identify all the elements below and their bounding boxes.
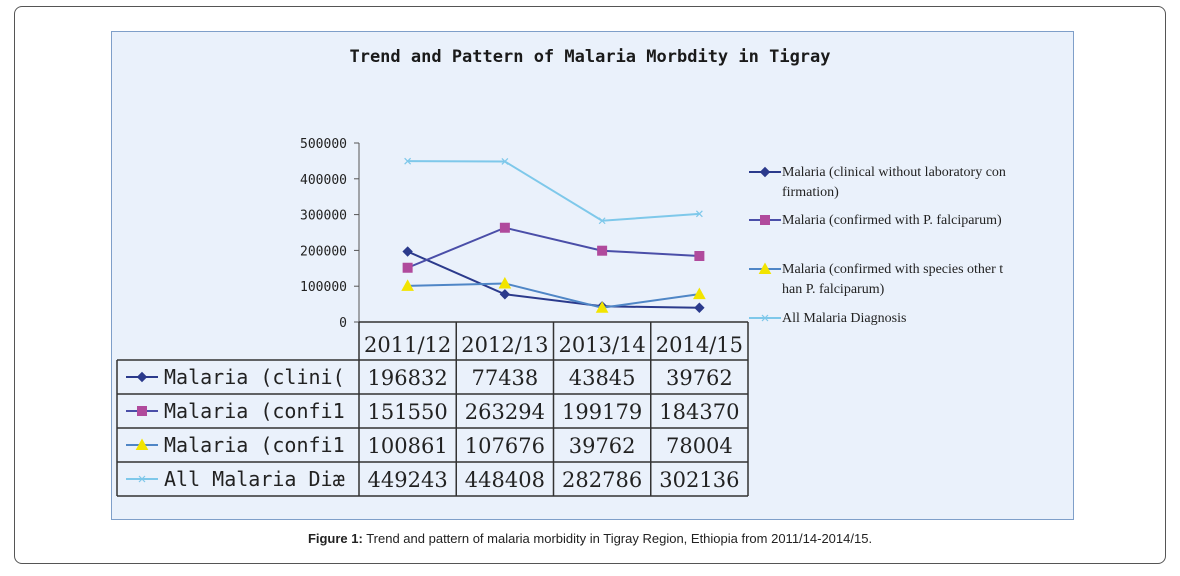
marker-series-1 [499,289,511,300]
marker-series-1 [402,246,413,257]
y-tick-label: 500000 [300,137,347,152]
marker-table-key [137,406,147,416]
marker-series-1 [694,302,705,313]
marker-series-2 [597,245,608,256]
marker-legend-key [759,166,771,178]
data-label: 107676 [465,434,545,458]
y-tick-label: 400000 [300,173,347,188]
data-label: 199179 [562,400,642,424]
data-label: 184370 [659,400,739,424]
series-line-1 [407,250,700,309]
data-label: 302136 [659,468,739,492]
marker-series-2 [694,250,705,261]
series-line-2 [407,226,700,269]
legend-entry-text: Malaria (confirmed with species other t [782,262,1003,277]
marker-series-4 [695,210,703,218]
data-label: 449243 [368,468,448,492]
marker-table-key [138,475,146,483]
marker-table-key [135,438,149,450]
y-tick-label: 200000 [300,244,347,259]
marker-series-2 [402,262,413,273]
x-tick-label: 2011/12 [364,333,451,357]
legend-entry-text: All Malaria Diagnosis [782,311,906,326]
figure-caption: Figure 1: Trend and pattern of malaria m… [0,531,1180,546]
marker-table-key [136,371,148,383]
legend-entry-text: Malaria (confirmed with P. falciparum) [782,213,1002,228]
chart-title: Trend and Pattern of Malaria Morbdity in… [349,47,830,67]
x-tick-label: 2014/15 [656,333,743,357]
series-line-4 [407,160,700,222]
marker-series-3 [498,276,512,289]
marker-legend-key [761,314,769,322]
marker-series-3 [401,279,414,291]
table-row-label: All Malaria Diæ [164,467,345,491]
data-label: 77438 [471,366,538,390]
caption-text: Trend and pattern of malaria morbidity i… [362,531,873,546]
marker-legend-key [758,262,772,274]
series-line-3 [407,282,700,309]
y-tick-label: 0 [339,316,347,331]
data-label: 100861 [368,434,448,458]
marker-series-4 [404,157,412,165]
data-label: 151550 [368,400,448,424]
y-tick-label: 300000 [300,209,347,224]
data-label: 263294 [465,400,545,424]
marker-series-4 [501,158,509,165]
marker-series-2 [499,222,510,233]
x-tick-label: 2013/14 [559,333,646,357]
chart-area [111,31,1074,520]
marker-legend-key [760,215,770,225]
data-label: 282786 [562,468,642,492]
data-label: 448408 [465,468,545,492]
y-tick-label: 100000 [300,280,347,295]
legend-entry-text: firmation) [782,185,839,200]
marker-series-3 [693,287,706,300]
data-label: 39762 [569,434,636,458]
x-tick-label: 2012/13 [461,333,548,357]
data-label: 78004 [666,434,733,458]
table-row-label: Malaria (confi1 [164,399,345,423]
data-label: 196832 [368,366,448,390]
table-row-label: Malaria (confi1 [164,433,345,457]
legend-entry-text: han P. falciparum) [782,282,885,297]
table-row-label: Malaria (clini( [164,365,345,389]
data-label: 39762 [666,366,733,390]
marker-series-4 [598,217,606,225]
legend-entry-text: Malaria (clinical without laboratory con [782,165,1006,180]
caption-label: Figure 1: [307,531,363,546]
marker-series-3 [595,301,609,313]
data-label: 43845 [569,366,636,390]
